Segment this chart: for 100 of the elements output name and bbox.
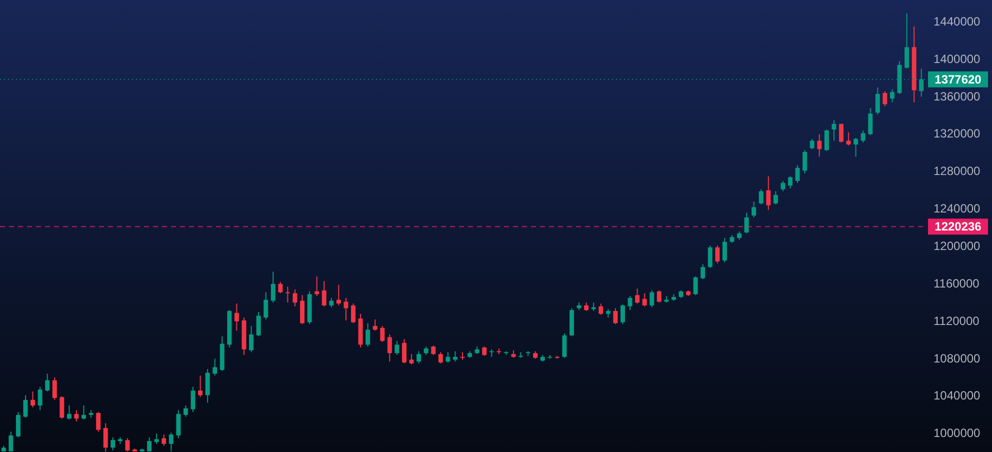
candlestick	[380, 325, 385, 342]
candlestick	[183, 405, 188, 418]
candlestick	[628, 296, 632, 311]
candlestick	[190, 386, 196, 413]
candlestick	[351, 303, 356, 324]
y-tick-label: 1240000	[934, 202, 981, 216]
candlestick	[300, 294, 305, 325]
candlestick	[882, 90, 888, 107]
candlestick	[780, 180, 786, 192]
candlestick	[344, 297, 348, 321]
candlestick	[446, 352, 450, 363]
candlestick	[642, 292, 647, 307]
candlestick	[518, 352, 524, 358]
candlestick	[198, 375, 203, 398]
y-tick-label: 1080000	[934, 351, 981, 366]
ref-line-label: 1377620	[934, 72, 982, 86]
candlestick	[752, 201, 756, 218]
candlestick	[868, 107, 873, 136]
candlestick	[613, 308, 618, 325]
candlestick	[329, 297, 334, 308]
candlestick	[838, 123, 844, 144]
candlestick	[788, 176, 793, 189]
candlestick	[162, 434, 166, 446]
y-tick-label: 1000000	[934, 426, 981, 440]
candlestick	[16, 412, 20, 438]
candlestick	[322, 280, 326, 307]
candlestick	[846, 132, 851, 146]
candlestick	[416, 350, 422, 364]
candlestick	[212, 358, 218, 376]
candlestick	[693, 276, 698, 296]
candlestick	[38, 386, 42, 411]
candlestick	[598, 303, 604, 316]
candlestick	[802, 150, 808, 174]
candlestick	[292, 288, 298, 307]
candlestick	[635, 288, 640, 304]
candlestick	[103, 422, 108, 452]
y-tick-label: 1400000	[934, 52, 981, 66]
candlestick	[249, 325, 254, 353]
candlestick	[176, 410, 181, 439]
candlestick	[708, 245, 712, 268]
y-tick-label: 1320000	[934, 126, 981, 141]
y-tick-label: 1160000	[934, 276, 980, 290]
candlestick	[758, 188, 764, 205]
candlestick	[854, 137, 858, 158]
candlestick	[82, 405, 86, 420]
y-tick-label: 1040000	[934, 388, 981, 403]
candlestick	[147, 436, 152, 452]
candlestick	[366, 322, 370, 348]
candlestick	[810, 138, 814, 150]
candlestick	[125, 438, 130, 452]
candlestick	[438, 352, 443, 364]
candlestick	[234, 303, 239, 332]
y-tick-label: 1360000	[934, 89, 981, 104]
candlestick	[795, 164, 800, 184]
candlestick	[890, 88, 894, 103]
candlestick	[431, 345, 436, 356]
candlestick	[656, 290, 662, 304]
candlestick	[336, 284, 341, 306]
candlestick	[168, 432, 174, 452]
candlestick	[402, 338, 406, 364]
candlestick	[270, 271, 276, 304]
candlestick	[264, 292, 268, 320]
candlestick	[824, 128, 829, 152]
candlestick	[74, 410, 79, 422]
candlestick	[875, 86, 880, 116]
candlestick	[700, 264, 706, 280]
y-tick-label: 1440000	[934, 14, 981, 28]
candlestick	[30, 390, 36, 408]
candlestick	[205, 368, 210, 404]
y-tick-label: 1280000	[934, 164, 981, 178]
candlestick	[154, 433, 159, 444]
y-tick-label: 1120000	[934, 314, 980, 328]
candlestick	[387, 334, 392, 362]
candlestick	[766, 176, 771, 210]
y-tick-label: 1200000	[934, 239, 981, 254]
candlestick	[96, 412, 101, 432]
candlestick	[773, 190, 778, 205]
candlestick	[8, 431, 14, 452]
candlestick	[715, 245, 720, 264]
candlestick	[860, 130, 866, 144]
candlestick	[66, 405, 72, 420]
candlestick	[650, 290, 654, 308]
candlestick	[278, 281, 283, 294]
candlestick	[562, 332, 567, 358]
candlestick	[904, 12, 910, 70]
candlestick	[60, 396, 64, 420]
candlestick	[52, 376, 57, 400]
ref-line-label: 1220236	[934, 220, 982, 234]
candlestick	[110, 436, 116, 451]
candlestick	[722, 238, 727, 263]
candlestick	[372, 318, 378, 332]
candlestick	[817, 134, 822, 158]
candlestick	[620, 304, 625, 325]
candlestick	[832, 120, 836, 142]
candlestick	[23, 394, 28, 418]
candlestick	[394, 340, 400, 356]
candlestick	[256, 311, 261, 337]
candlestick	[45, 373, 50, 392]
candlestick	[744, 212, 749, 234]
candlestick	[482, 346, 487, 356]
